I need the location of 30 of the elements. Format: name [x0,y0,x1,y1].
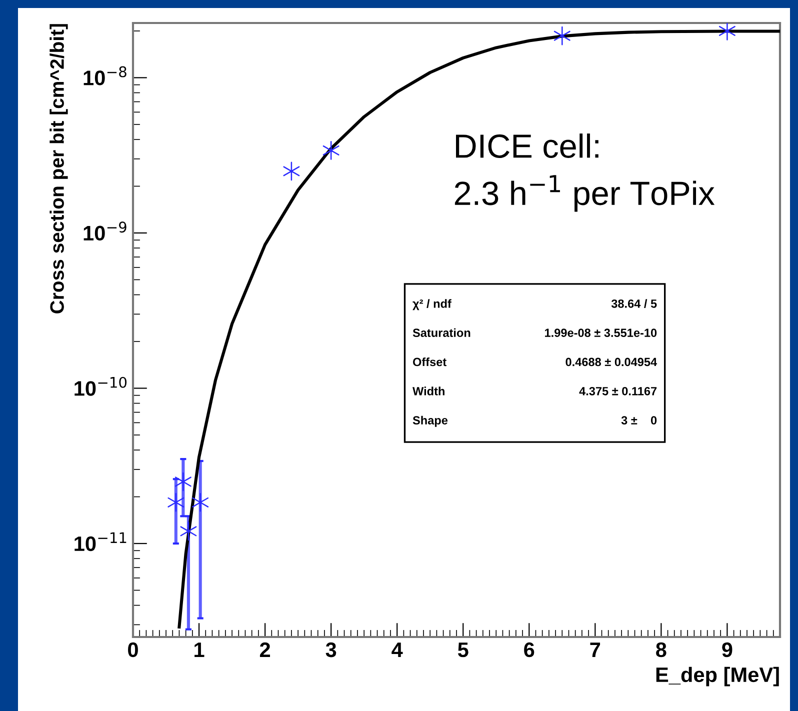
text: Saturation 1.99e-08 ± 3.551e-10 [412,328,657,338]
point [192,492,209,512]
text: Width 4.375 ± 0.1167 [412,386,657,396]
text: Offset 0.4688 ± 0.04954 [412,358,658,366]
x-tick-label: 6 [524,642,534,658]
point [168,492,184,512]
x-tick-label: 7 [590,642,600,657]
x-tick-label: 0 [128,642,138,658]
point [322,141,340,160]
point [718,23,736,40]
text: χ² / ndf 38.64 / 5 [412,299,657,310]
x-tick-label: 4 [392,642,403,657]
x-tick-label: 1 [194,642,204,657]
annotation: DICE cell: 2.3 h$^{−1}$ per ToPix [454,134,715,212]
point [174,472,192,492]
x-axis-title: E_dep [MeV] [656,666,779,686]
y-tick-label: 10$^{−9}$ [84,222,126,241]
x-tick-label: 8 [656,642,666,658]
y-tick-label: 10$^{−8}$ [84,66,126,86]
x-tick-label: 2 [260,642,270,657]
x-tick-label: 5 [458,642,468,658]
point [554,26,570,46]
y-tick-label: 10$^{−11}$ [74,532,126,552]
x-tick-label: 9 [722,642,732,658]
text: Shape 3 ± 0 [412,416,657,427]
y-tick-label: 10$^{−10}$ [74,376,127,396]
x-tick-label: 3 [326,642,336,658]
y-axis-title: Cross section per bit [cm^2/bit] [50,24,68,314]
point [180,522,197,541]
point [283,162,300,181]
